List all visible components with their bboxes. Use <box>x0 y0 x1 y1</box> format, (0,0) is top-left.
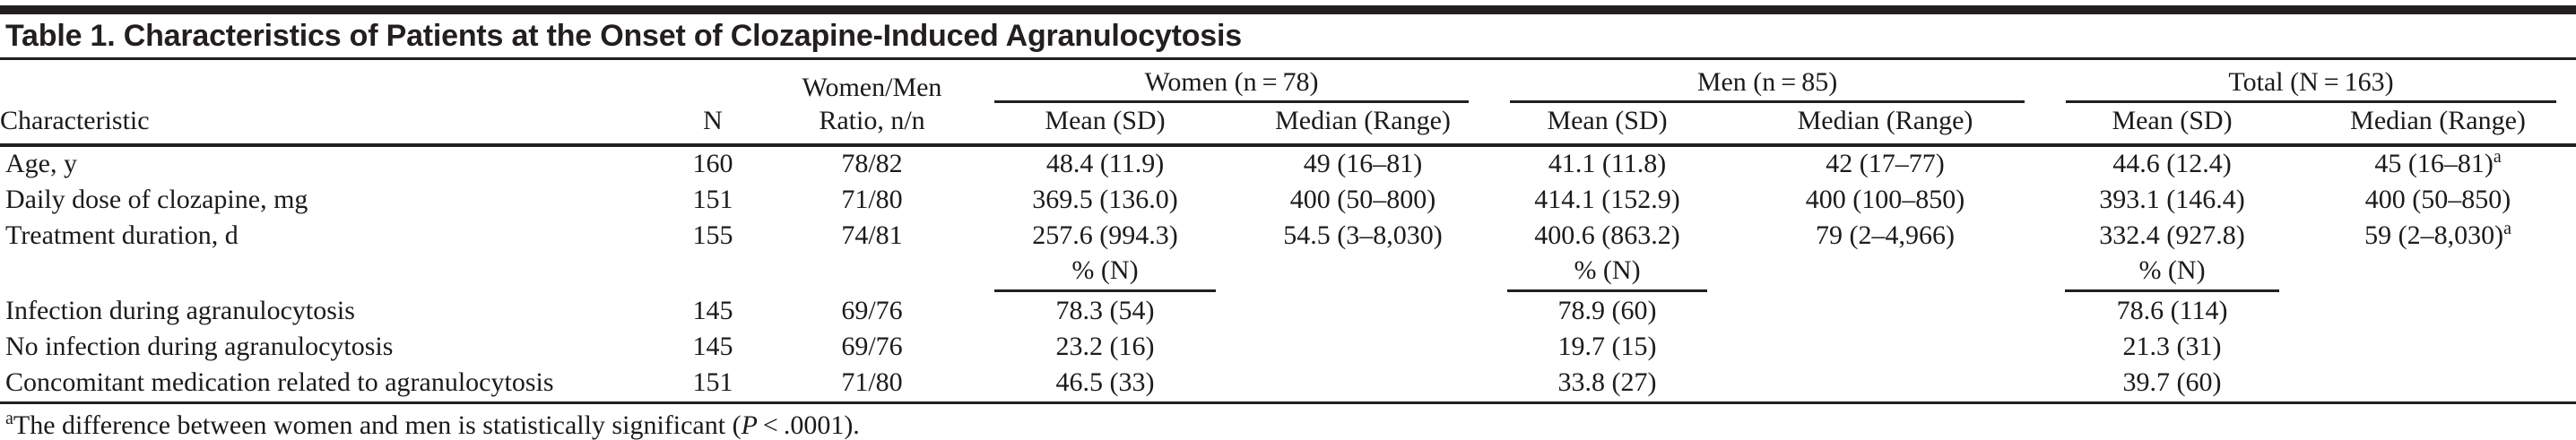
table-row-age: Age, y 160 78/82 48.4 (11.9) 49 (16–81) … <box>0 145 2576 183</box>
cell-characteristic: Daily dose of clozapine, mg <box>5 185 308 215</box>
cell-men-median: 400 (100–850) <box>1805 185 1965 215</box>
patient-characteristics-table: Women/Men Women (n = 78) Men (n = 85) To… <box>0 60 2576 404</box>
group-header-total-label: Total (N = 163) <box>2066 67 2557 103</box>
table-row-daily-dose: Daily dose of clozapine, mg 151 71/80 36… <box>0 183 2576 219</box>
header-spacer-characteristic <box>0 60 655 103</box>
cell-women-median: 400 (50–800) <box>1289 185 1436 215</box>
column-header-men-mean: Mean (SD) <box>1488 103 1727 147</box>
column-header-total-median: Median (Range) <box>2300 103 2576 147</box>
cell-ratio: 69/76 <box>841 332 903 362</box>
cell-women-pct: 78.3 (54) <box>1055 296 1155 326</box>
percent-subheader-men: % (N) <box>1488 255 1726 294</box>
group-header-women-label: Women (n = 78) <box>994 67 1470 103</box>
cell-total-mean: 393.1 (146.4) <box>2099 185 2245 215</box>
header-group-row: Women/Men Women (n = 78) Men (n = 85) To… <box>0 60 2576 103</box>
cell-ratio: 71/80 <box>841 185 903 215</box>
table-row-infection: Infection during agranulocytosis 145 69/… <box>0 294 2576 330</box>
cell-total-pct: 21.3 (31) <box>2122 332 2222 362</box>
group-header-men: Men (n = 85) <box>1488 60 2044 103</box>
footnote-text-after: < .0001). <box>757 410 860 440</box>
cell-ratio: 71/80 <box>771 365 973 404</box>
table-title: Table 1. Characteristics of Patients at … <box>0 14 2576 60</box>
total-median-value: 45 (16–81) <box>2374 149 2494 179</box>
footnote-p-symbol: P <box>741 410 758 440</box>
group-header-women: Women (n = 78) <box>973 60 1488 103</box>
cell-men-mean: 400.6 (863.2) <box>1534 220 1680 251</box>
cell-men-median: 42 (17–77) <box>1826 149 1945 179</box>
cell-n: 155 <box>692 220 733 251</box>
cell-total-pct: 78.6 (114) <box>2116 296 2228 326</box>
header-ratio-line1: Women/Men <box>802 72 942 102</box>
column-header-n: N <box>655 103 771 147</box>
cell-ratio: 78/82 <box>841 149 903 179</box>
cell-total-mean: 44.6 (12.4) <box>2112 149 2232 179</box>
cell-men-mean: 41.1 (11.8) <box>1548 149 1667 179</box>
cell-total-median: 400 (50–850) <box>2300 183 2576 219</box>
footnote-text-before: The difference between women and men is … <box>13 410 742 440</box>
cell-characteristic: Age, y <box>5 149 77 179</box>
column-header-total-mean: Mean (SD) <box>2044 103 2301 147</box>
cell-men-pct: 19.7 (15) <box>1557 332 1657 362</box>
cell-women-pct: 23.2 (16) <box>1055 332 1155 362</box>
cell-men-pct: 78.9 (60) <box>1557 296 1657 326</box>
percent-subheader-total: % (N) <box>2044 255 2300 294</box>
table-footnote: aThe difference between women and men is… <box>0 404 2576 440</box>
group-header-men-label: Men (n = 85) <box>1510 67 2025 103</box>
cell-total-median: 45 (16–81)a <box>2300 145 2576 183</box>
cell-women-mean: 48.4 (11.9) <box>1045 149 1165 179</box>
column-header-women-mean: Mean (SD) <box>973 103 1237 147</box>
footnote-marker: a <box>5 408 13 428</box>
cell-n: 145 <box>692 332 733 362</box>
total-median-value: 59 (2–8,030) <box>2364 220 2504 251</box>
percent-subheader-women-label: % (N) <box>993 255 1217 292</box>
cell-women-mean: 257.6 (994.3) <box>1032 220 1178 251</box>
percent-subheader-men-label: % (N) <box>1507 255 1707 292</box>
cell-men-mean: 414.1 (152.9) <box>1534 185 1680 215</box>
total-median-value: 400 (50–850) <box>2364 185 2511 215</box>
table-row-treatment-duration: Treatment duration, d 155 74/81 257.6 (9… <box>0 219 2576 255</box>
cell-men-median: 79 (2–4,966) <box>1816 220 1955 251</box>
cell-characteristic: Treatment duration, d <box>5 220 239 251</box>
footnote-marker-superscript: a <box>2493 147 2502 168</box>
header-spacer-n <box>655 60 771 103</box>
table-top-rule <box>0 5 2576 14</box>
cell-total-median: 59 (2–8,030)a <box>2300 219 2576 255</box>
cell-n: 151 <box>692 185 733 215</box>
footnote-marker-superscript: a <box>2503 219 2511 239</box>
cell-ratio: 74/81 <box>841 220 903 251</box>
cell-women-mean: 369.5 (136.0) <box>1032 185 1178 215</box>
cell-men-pct: 33.8 (27) <box>1488 365 1727 404</box>
table-row-no-infection: No infection during agranulocytosis 145 … <box>0 330 2576 366</box>
cell-n: 145 <box>692 296 733 326</box>
group-header-total: Total (N = 163) <box>2044 60 2576 103</box>
percent-subheader-row: % (N) % (N) % (N) <box>0 255 2576 294</box>
cell-characteristic: Concomitant medication related to agranu… <box>0 365 655 404</box>
percent-subheader-women: % (N) <box>973 255 1237 294</box>
cell-total-pct: 39.7 (60) <box>2044 365 2301 404</box>
cell-n: 160 <box>692 149 733 179</box>
cell-total-mean: 332.4 (927.8) <box>2099 220 2245 251</box>
cell-women-pct: 46.5 (33) <box>973 365 1237 404</box>
column-header-characteristic: Characteristic <box>0 103 655 147</box>
table-row-concomitant-medication: Concomitant medication related to agranu… <box>0 365 2576 404</box>
cell-characteristic: No infection during agranulocytosis <box>5 332 394 362</box>
percent-subheader-total-label: % (N) <box>2064 255 2280 292</box>
cell-ratio: 69/76 <box>841 296 903 326</box>
header-ratio-line2: Ratio, n/n <box>771 103 973 147</box>
column-header-men-median: Median (Range) <box>1726 103 2045 147</box>
cell-women-median: 49 (16–81) <box>1303 149 1423 179</box>
cell-women-median: 54.5 (3–8,030) <box>1283 220 1443 251</box>
cell-n: 151 <box>655 365 771 404</box>
column-header-women-median: Median (Range) <box>1237 103 1489 147</box>
cell-characteristic: Infection during agranulocytosis <box>5 296 355 326</box>
header-column-row: Characteristic N Ratio, n/n Mean (SD) Me… <box>0 103 2576 147</box>
